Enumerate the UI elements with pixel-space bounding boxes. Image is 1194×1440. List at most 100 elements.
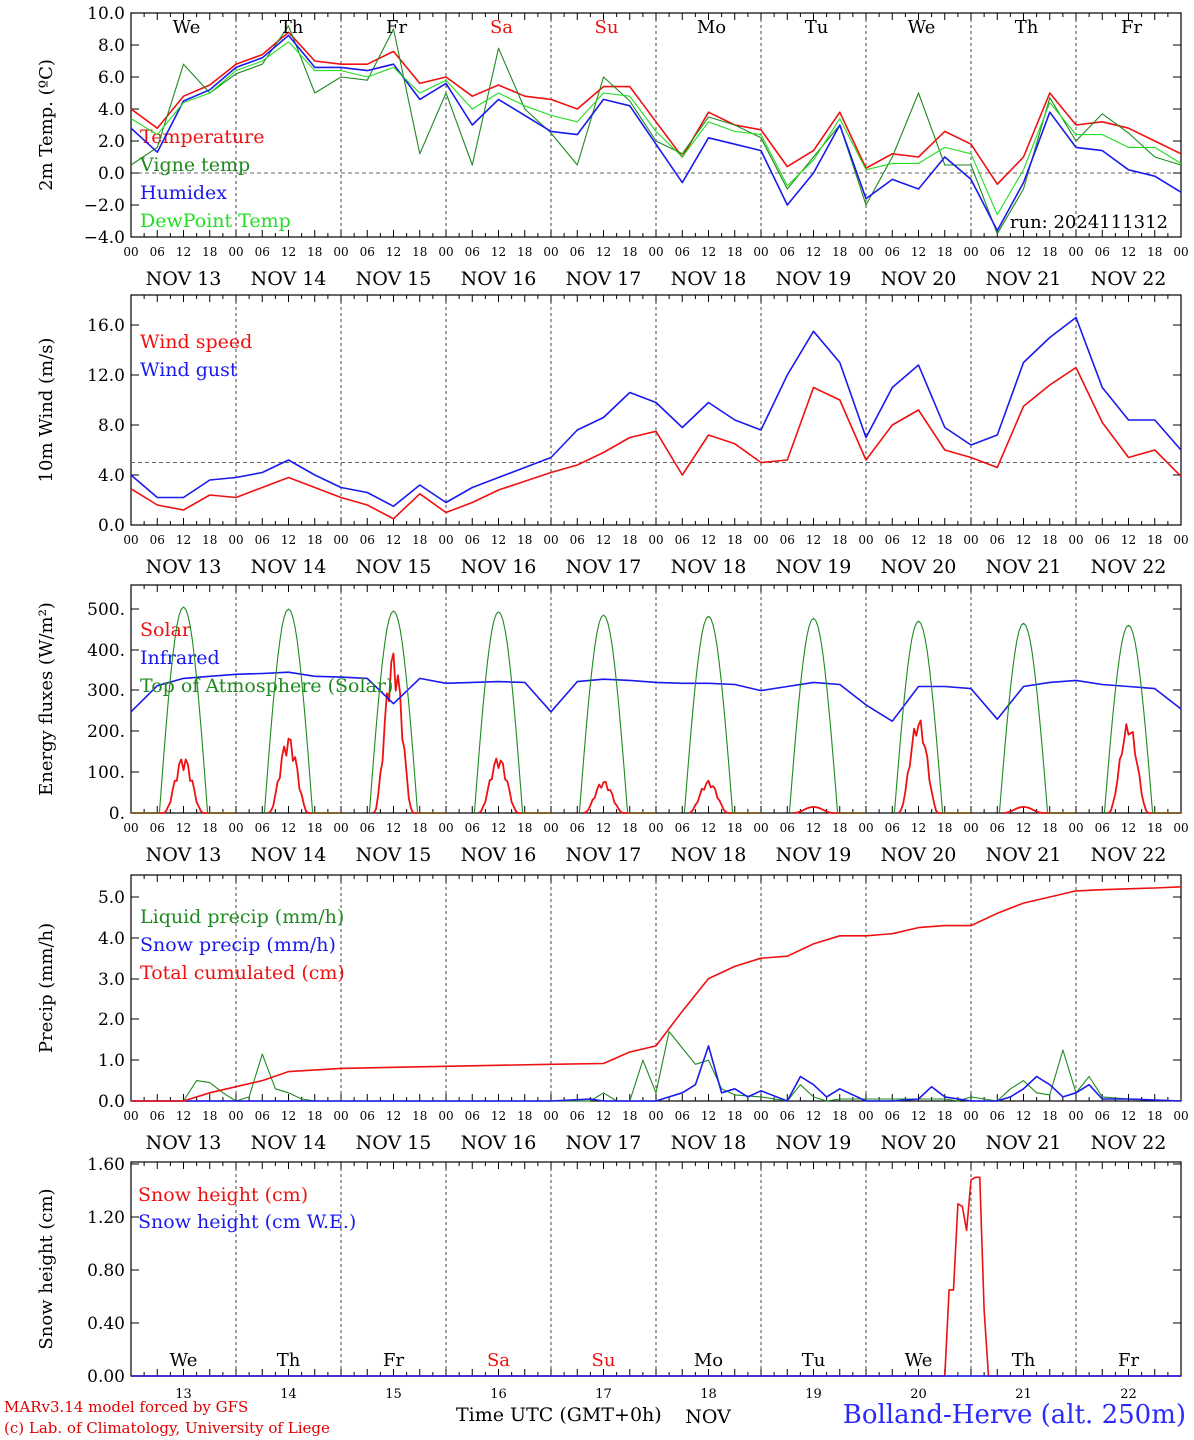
date-label: NOV 18	[671, 1132, 747, 1154]
date-label: NOV 17	[566, 844, 642, 866]
date-label: NOV 15	[356, 268, 432, 290]
hour-tick-label: 18	[937, 821, 952, 835]
hour-tick-label: 00	[438, 245, 453, 259]
hour-tick-label: 12	[176, 245, 191, 259]
hour-tick-label: 00	[123, 821, 138, 835]
hour-tick-label: 12	[911, 1109, 926, 1123]
weekday-label: Th	[1012, 1350, 1036, 1371]
hour-tick-label: 06	[990, 533, 1005, 547]
date-label: NOV 16	[461, 844, 537, 866]
weekday-label: Th	[277, 1350, 301, 1371]
plot-frame	[130, 12, 1182, 238]
hour-tick-label: 12	[806, 1109, 821, 1123]
date-label: NOV 18	[671, 268, 747, 290]
legend-top-of-atmosphere-solar: Top of Atmosphere (Solar)	[140, 675, 393, 697]
top-of-atmosphere-solar-line	[788, 617, 866, 814]
hour-tick-label: 06	[885, 533, 900, 547]
date-label: NOV 16	[461, 556, 537, 578]
hour-tick-label: 12	[1121, 245, 1136, 259]
hour-tick-label: 06	[885, 1109, 900, 1123]
date-label: NOV 15	[356, 844, 432, 866]
day-number: 18	[700, 1387, 717, 1402]
vigne-temp-line	[130, 25, 1182, 235]
hour-tick-label: 00	[753, 533, 768, 547]
hour-tick-label: 06	[255, 821, 270, 835]
hour-tick-label: 12	[491, 245, 506, 259]
date-label: NOV 19	[776, 268, 852, 290]
hour-tick-label: 06	[570, 1109, 585, 1123]
hour-tick-label: 06	[1095, 533, 1110, 547]
hour-tick-label: 18	[622, 245, 637, 259]
date-label: NOV 16	[461, 268, 537, 290]
date-label: NOV 19	[776, 556, 852, 578]
run-annotation: run: 2024111312	[1010, 212, 1168, 233]
hour-tick-label: 00	[648, 533, 663, 547]
infrared-line	[130, 671, 1182, 723]
month-label: NOV	[685, 1406, 731, 1428]
hour-tick-label: 18	[832, 821, 847, 835]
hour-tick-label: 06	[255, 533, 270, 547]
weekday-label: Sa	[490, 17, 513, 38]
station-name: Bolland-Herve (alt. 250m)	[842, 1400, 1186, 1430]
hour-tick-label: 18	[1147, 1109, 1162, 1123]
hour-tick-label: 12	[596, 1109, 611, 1123]
hour-tick-label: 18	[727, 245, 742, 259]
solar-line	[373, 652, 446, 814]
solar-line	[583, 780, 656, 814]
date-label: NOV 13	[146, 844, 222, 866]
hour-tick-label: 00	[1173, 533, 1188, 547]
hour-tick-label: 12	[701, 1109, 716, 1123]
hour-tick-label: 12	[806, 533, 821, 547]
hour-tick-label: 18	[517, 821, 532, 835]
weekday-label: Th	[280, 17, 304, 38]
date-label: NOV 13	[146, 1132, 222, 1154]
hour-tick-label: 12	[281, 245, 296, 259]
hour-tick-label: 18	[307, 245, 322, 259]
hour-tick-label: 18	[202, 1109, 217, 1123]
hour-tick-label: 00	[543, 821, 558, 835]
hour-tick-label: 00	[858, 821, 873, 835]
hour-tick-label: 00	[333, 821, 348, 835]
y-tick-label: −4.0	[84, 228, 125, 248]
hour-tick-label: 06	[150, 1109, 165, 1123]
y-axis-title: 10m Wind (m/s)	[36, 338, 57, 483]
hour-tick-label: 18	[622, 1109, 637, 1123]
hour-tick-label: 00	[648, 245, 663, 259]
total-cumulated-cm-line	[131, 886, 1182, 1102]
top-of-atmosphere-solar-line	[998, 622, 1076, 814]
hour-tick-label: 12	[1121, 533, 1136, 547]
hour-tick-label: 06	[255, 245, 270, 259]
legend-infrared: Infrared	[140, 647, 220, 669]
hour-tick-label: 06	[675, 821, 690, 835]
date-label: NOV 17	[566, 1132, 642, 1154]
hour-tick-label: 18	[412, 1109, 427, 1123]
hour-tick-label: 12	[1121, 821, 1136, 835]
hour-tick-label: 06	[360, 821, 375, 835]
day-number: 22	[1120, 1387, 1137, 1402]
date-label: NOV 17	[566, 556, 642, 578]
hour-tick-label: 06	[255, 1109, 270, 1123]
weekday-label: We	[908, 17, 936, 38]
date-label: NOV 15	[356, 1132, 432, 1154]
date-label: NOV 13	[146, 268, 222, 290]
hour-tick-label: 18	[307, 821, 322, 835]
hour-tick-label: 00	[438, 1109, 453, 1123]
weekday-label: Mo	[694, 1350, 723, 1371]
time-axis-label: Time UTC (GMT+0h)	[456, 1404, 662, 1426]
hour-tick-label: 00	[858, 245, 873, 259]
hour-tick-label: 06	[675, 533, 690, 547]
date-label: NOV 13	[146, 556, 222, 578]
hour-tick-label: 00	[1068, 533, 1083, 547]
hour-tick-label: 18	[622, 533, 637, 547]
hour-tick-label: 06	[570, 245, 585, 259]
y-tick-label: 4.0	[98, 466, 125, 486]
hour-tick-label: 18	[1147, 821, 1162, 835]
hour-tick-label: 00	[648, 1109, 663, 1123]
date-label: NOV 18	[671, 556, 747, 578]
hour-tick-label: 00	[543, 533, 558, 547]
top-of-atmosphere-solar-line	[893, 620, 971, 814]
hour-tick-label: 18	[307, 1109, 322, 1123]
hour-tick-label: 00	[333, 245, 348, 259]
y-tick-label: 0.0	[98, 1092, 125, 1112]
